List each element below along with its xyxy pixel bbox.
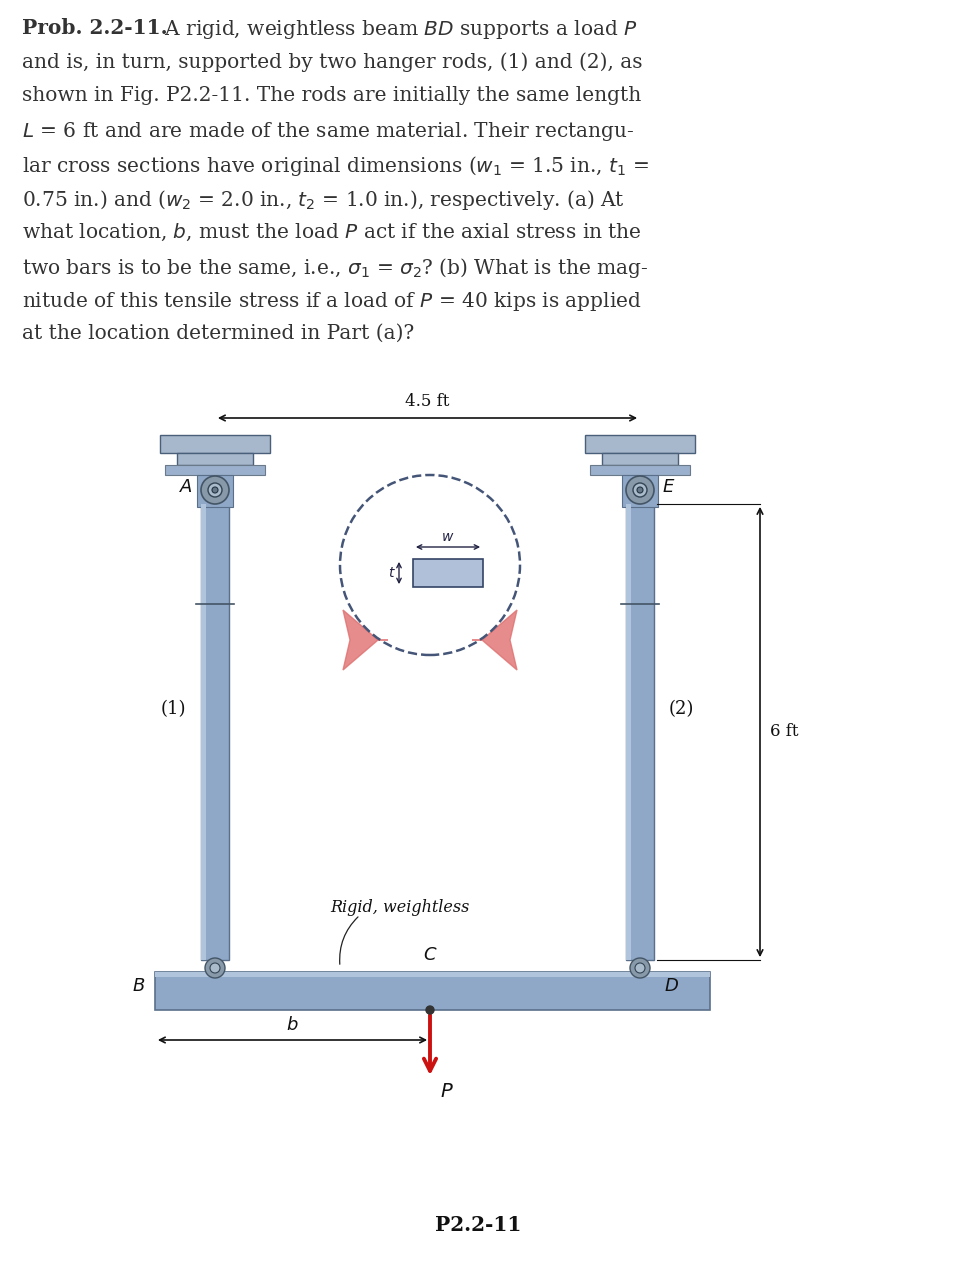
Text: $A$: $A$	[179, 477, 193, 495]
Bar	[622, 475, 658, 507]
Text: $t$: $t$	[389, 566, 396, 580]
Circle shape	[208, 483, 222, 497]
Bar	[201, 504, 206, 960]
Text: $L$ = 6 ft and are made of the same material. Their rectangu-: $L$ = 6 ft and are made of the same mate…	[22, 120, 634, 143]
Text: (2): (2)	[669, 700, 695, 718]
Text: 0.75 in.) and ($w_2$ = 2.0 in., $t_2$ = 1.0 in.), respectively. (a) At: 0.75 in.) and ($w_2$ = 2.0 in., $t_2$ = …	[22, 188, 625, 212]
Bar	[160, 435, 270, 453]
Text: Rigid, weightless: Rigid, weightless	[330, 899, 470, 915]
Text: A rigid, weightless beam $BD$ supports a load $P$: A rigid, weightless beam $BD$ supports a…	[152, 18, 637, 41]
Circle shape	[210, 963, 220, 973]
Bar	[155, 972, 710, 977]
Bar	[585, 435, 695, 453]
Circle shape	[635, 963, 645, 973]
Circle shape	[426, 1006, 434, 1014]
Text: Prob. 2.2-11.: Prob. 2.2-11.	[22, 18, 167, 38]
Text: and is, in turn, supported by two hanger rods, (1) and (2), as: and is, in turn, supported by two hanger…	[22, 52, 642, 72]
Circle shape	[201, 476, 229, 504]
Text: at the location determined in Part (a)?: at the location determined in Part (a)?	[22, 324, 414, 343]
Text: nitude of this tensile stress if a load of $P$ = 40 kips is applied: nitude of this tensile stress if a load …	[22, 291, 642, 314]
Text: $D$: $D$	[664, 977, 679, 995]
Circle shape	[626, 476, 654, 504]
Bar	[201, 504, 229, 960]
Bar	[590, 465, 690, 475]
Text: two bars is to be the same, i.e., $\sigma_1$ = $\sigma_2$? (b) What is the mag-: two bars is to be the same, i.e., $\sigm…	[22, 256, 648, 280]
Text: $b$: $b$	[286, 1016, 299, 1034]
Text: what location, $b$, must the load $P$ act if the axial stress in the: what location, $b$, must the load $P$ ac…	[22, 221, 642, 243]
Text: $w$: $w$	[441, 530, 455, 544]
Bar	[602, 453, 678, 465]
Circle shape	[212, 486, 218, 493]
Bar	[155, 972, 710, 1010]
Text: $E$: $E$	[662, 477, 676, 495]
Circle shape	[630, 957, 650, 978]
Text: 6 ft: 6 ft	[770, 723, 798, 741]
Text: P2.2-11: P2.2-11	[434, 1215, 522, 1235]
Bar	[626, 504, 654, 960]
Bar	[177, 453, 253, 465]
Bar	[413, 559, 483, 588]
Bar	[626, 504, 631, 960]
Text: $C$: $C$	[423, 946, 437, 964]
Circle shape	[205, 957, 225, 978]
Text: (1): (1)	[161, 700, 186, 718]
Polygon shape	[472, 611, 517, 669]
Text: $P$: $P$	[440, 1083, 454, 1101]
Polygon shape	[343, 611, 388, 669]
Text: lar cross sections have original dimensions ($w_1$ = 1.5 in., $t_1$ =: lar cross sections have original dimensi…	[22, 154, 649, 178]
Bar	[197, 475, 233, 507]
Circle shape	[637, 486, 643, 493]
Bar	[165, 465, 265, 475]
Text: $B$: $B$	[132, 977, 145, 995]
Text: shown in Fig. P2.2-11. The rods are initially the same length: shown in Fig. P2.2-11. The rods are init…	[22, 86, 641, 105]
Circle shape	[633, 483, 647, 497]
Text: 4.5 ft: 4.5 ft	[406, 393, 450, 410]
